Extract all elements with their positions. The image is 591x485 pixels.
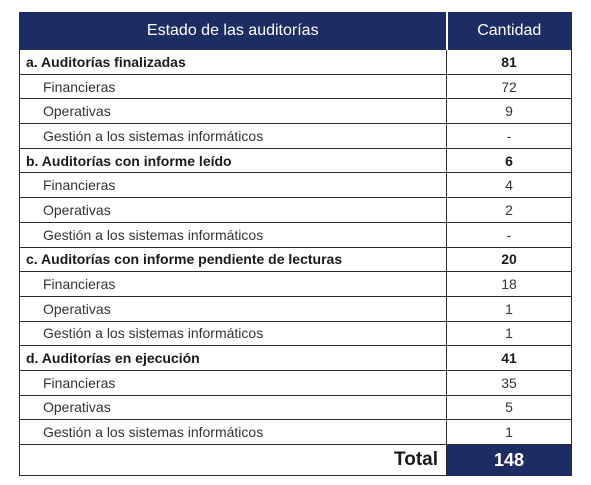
header-estado: Estado de las auditorías <box>19 12 447 50</box>
row-label: Financieras <box>19 74 447 100</box>
table-row: Financieras 4 <box>19 172 572 199</box>
row-label: Operativas <box>19 395 447 421</box>
total-label: Total <box>19 444 447 476</box>
table-row: Gestión a los sistemas informáticos 1 <box>19 419 572 445</box>
row-label: Financieras <box>19 172 447 199</box>
row-label: b. Auditorías con informe leído <box>19 148 447 174</box>
audit-status-table: Estado de las auditorías Cantidad a. Aud… <box>19 12 572 476</box>
row-label: Gestión a los sistemas informáticos <box>19 222 447 248</box>
row-value: 1 <box>446 419 572 445</box>
row-value: - <box>446 123 572 149</box>
row-label: a. Auditorías finalizadas <box>19 50 447 75</box>
row-value: 1 <box>446 296 572 322</box>
row-value: 41 <box>446 345 572 371</box>
group-row-finalizadas: a. Auditorías finalizadas 81 <box>19 50 572 75</box>
header-cantidad: Cantidad <box>445 12 572 50</box>
row-label: Operativas <box>19 197 447 223</box>
row-label: c. Auditorías con informe pendiente de l… <box>19 247 447 273</box>
header-row: Estado de las auditorías Cantidad <box>19 12 572 50</box>
row-label: Operativas <box>19 296 447 322</box>
row-value: 9 <box>446 98 572 125</box>
row-value: 35 <box>446 370 572 396</box>
row-label: d. Auditorías en ejecución <box>19 345 447 371</box>
table-row: Gestión a los sistemas informáticos - <box>19 222 572 248</box>
table-row: Financieras 18 <box>19 271 572 297</box>
table-row: Financieras 72 <box>19 74 572 100</box>
table-row: Financieras 35 <box>19 370 572 396</box>
group-row-pendiente-lecturas: c. Auditorías con informe pendiente de l… <box>19 247 572 273</box>
table-row: Operativas 1 <box>19 296 572 322</box>
row-value: 72 <box>446 74 572 100</box>
total-value: 148 <box>446 444 572 476</box>
table-row: Gestión a los sistemas informáticos - <box>19 123 572 149</box>
group-row-informe-leido: b. Auditorías con informe leído 6 <box>19 148 572 174</box>
group-row-en-ejecucion: d. Auditorías en ejecución 41 <box>19 345 572 371</box>
row-label: Financieras <box>19 271 447 297</box>
row-value: 1 <box>446 321 572 347</box>
table-row: Operativas 2 <box>19 197 572 223</box>
row-label: Operativas <box>19 98 447 125</box>
total-row: Total 148 <box>19 444 572 476</box>
row-value: 4 <box>446 172 572 199</box>
row-value: 20 <box>446 247 572 273</box>
row-value: 18 <box>446 271 572 297</box>
row-value: 6 <box>446 148 572 174</box>
row-value: 81 <box>446 50 572 75</box>
row-value: - <box>446 222 572 248</box>
table-row: Operativas 9 <box>19 98 572 125</box>
row-label: Gestión a los sistemas informáticos <box>19 321 447 347</box>
row-label: Gestión a los sistemas informáticos <box>19 123 447 149</box>
table-row: Operativas 5 <box>19 395 572 421</box>
row-label: Gestión a los sistemas informáticos <box>19 419 447 445</box>
row-value: 5 <box>446 395 572 421</box>
row-value: 2 <box>446 197 572 223</box>
row-label: Financieras <box>19 370 447 396</box>
table-row: Gestión a los sistemas informáticos 1 <box>19 321 572 347</box>
